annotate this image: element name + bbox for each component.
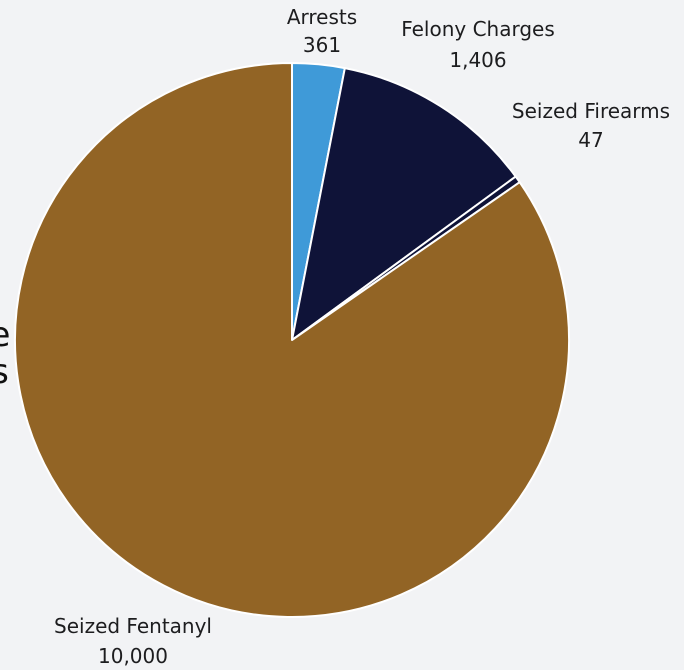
label-felony-name: Felony Charges xyxy=(401,17,555,41)
label-arrests-value: 361 xyxy=(303,33,341,57)
cut-off-title-line2: s xyxy=(0,352,9,392)
label-firearms-name: Seized Firearms xyxy=(512,99,670,123)
label-firearms-value: 47 xyxy=(578,128,603,152)
pie-slices xyxy=(14,62,570,618)
label-felony-value: 1,406 xyxy=(449,48,506,72)
label-fentanyl-name: Seized Fentanyl xyxy=(54,614,212,638)
pie-slice-seized-fentanyl xyxy=(14,62,570,618)
cut-off-title-line1: e xyxy=(0,315,10,355)
label-fentanyl-value: 10,000 xyxy=(98,644,168,668)
pie-slice-felony-charges xyxy=(291,67,517,341)
label-arrests-name: Arrests xyxy=(287,5,357,29)
